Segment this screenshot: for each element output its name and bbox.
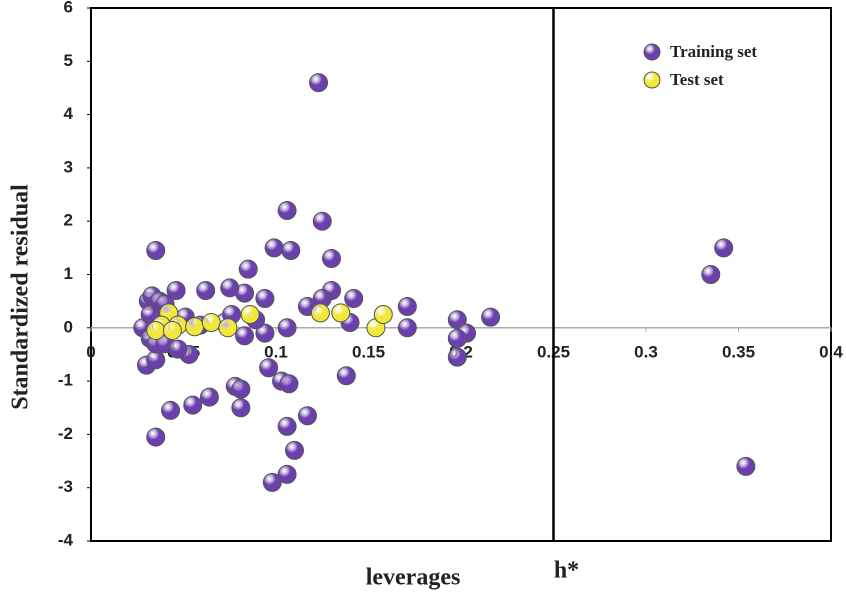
data-point	[238, 259, 258, 279]
data-point	[183, 395, 203, 415]
x-tick-label: 0.3	[634, 342, 658, 361]
data-point	[481, 307, 501, 327]
data-point	[231, 398, 251, 418]
data-point	[331, 303, 351, 323]
data-point	[277, 464, 297, 484]
data-point	[279, 374, 299, 394]
threshold-label: h*	[554, 558, 579, 584]
data-point	[185, 317, 205, 337]
x-tick-label: 0.35	[722, 342, 755, 361]
y-tick-label: 5	[64, 51, 73, 70]
y-tick-label: -2	[58, 424, 73, 443]
y-tick-label: 0	[64, 317, 73, 336]
data-point	[310, 303, 330, 323]
x-tick-label: 0.1	[264, 342, 288, 361]
data-point	[297, 406, 317, 426]
y-tick-label: 2	[64, 211, 73, 230]
x-tick-label: 0	[86, 342, 95, 361]
data-point	[373, 304, 393, 324]
y-tick-label: -3	[58, 477, 73, 496]
data-point	[255, 288, 275, 308]
y-tick-label: 1	[64, 264, 73, 283]
data-point	[322, 249, 341, 269]
legend-label: Training set	[670, 42, 757, 61]
data-point	[161, 400, 181, 420]
data-point	[255, 323, 275, 343]
y-axis-title: Standardized residual	[8, 184, 34, 410]
data-point	[196, 280, 216, 300]
data-point	[281, 241, 301, 261]
data-point	[231, 379, 251, 399]
data-point	[447, 347, 467, 367]
data-point	[218, 318, 238, 338]
data-point	[146, 241, 166, 261]
data-point	[285, 440, 304, 460]
y-tick-label: -1	[58, 371, 73, 390]
data-point	[199, 387, 219, 407]
y-tick-label: -4	[58, 530, 74, 549]
legend-marker	[643, 71, 661, 89]
data-point	[146, 350, 166, 370]
data-point	[397, 296, 417, 316]
data-point	[447, 328, 467, 348]
data-point	[312, 211, 332, 231]
legend-marker	[643, 43, 661, 61]
y-tick-label: 6	[64, 0, 73, 16]
data-point	[259, 358, 279, 378]
data-point	[344, 288, 364, 308]
data-point	[736, 456, 756, 476]
data-point	[162, 320, 182, 340]
x-axis-title: leverages	[366, 565, 461, 591]
data-point	[714, 238, 734, 258]
data-point	[146, 427, 166, 447]
data-point	[235, 326, 255, 346]
data-point	[336, 366, 356, 386]
data-point	[240, 304, 260, 324]
data-point	[168, 339, 188, 359]
data-point	[447, 310, 467, 330]
data-point	[166, 280, 186, 300]
x-tick-label: 0.15	[352, 342, 385, 361]
y-tick-label: 3	[64, 157, 73, 176]
data-point	[701, 265, 721, 284]
x-tick-label: 0.4	[819, 342, 843, 361]
data-point	[277, 201, 297, 221]
data-point	[220, 278, 240, 298]
data-point	[262, 472, 282, 492]
y-tick-label: 4	[64, 104, 74, 123]
data-point	[201, 312, 221, 332]
data-point	[146, 320, 166, 340]
legend-label: Test set	[670, 70, 724, 89]
data-point	[277, 318, 297, 338]
data-point	[277, 416, 297, 436]
data-point	[397, 318, 417, 338]
data-point	[264, 238, 284, 258]
data-point	[309, 73, 329, 93]
